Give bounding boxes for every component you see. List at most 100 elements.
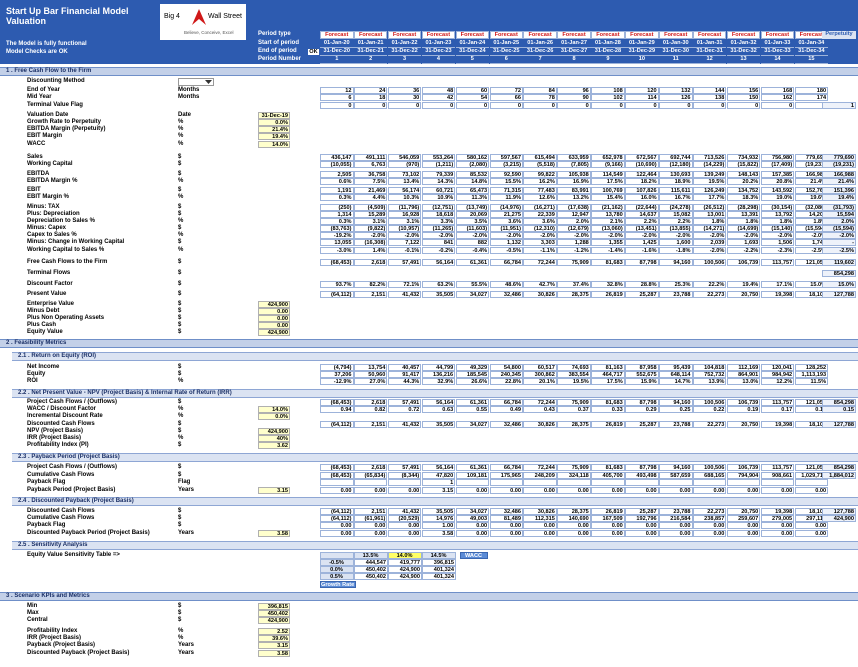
value-cell: (20,529) bbox=[387, 515, 422, 522]
value-cell: 65,473 bbox=[455, 187, 490, 194]
value-cell: 49,003 bbox=[455, 515, 490, 522]
period-cell: 01-Jan-25 bbox=[489, 40, 523, 48]
row-label: Discounted Payback Period (Project Basis… bbox=[27, 530, 150, 536]
value-cell: 72,244 bbox=[523, 259, 557, 266]
value-cell: 652,978 bbox=[591, 154, 625, 161]
section-title: 2.5 . Sensitivity Analysis bbox=[18, 542, 88, 548]
value-cell: 0.22 bbox=[692, 406, 727, 413]
row-unit: $ bbox=[178, 239, 182, 245]
value-cell: 61,361 bbox=[455, 259, 490, 266]
value-cell: 300,862 bbox=[523, 371, 557, 378]
row-unit: Date bbox=[178, 112, 192, 118]
value-cell: 37.4% bbox=[557, 281, 591, 288]
value-cell: 60,721 bbox=[421, 187, 456, 194]
value-cell bbox=[591, 479, 625, 486]
value-cell: 77,483 bbox=[523, 187, 557, 194]
value-cell bbox=[489, 479, 523, 486]
value-cell: 0.00 bbox=[591, 530, 625, 537]
value-cell: 615,494 bbox=[523, 154, 557, 161]
value-cell: 108 bbox=[591, 87, 625, 94]
value-cell: 0.00 bbox=[692, 530, 727, 537]
row-label: Working Capital to Sales % bbox=[27, 247, 105, 253]
row-unit: $ bbox=[178, 522, 182, 528]
value-cell: 60,517 bbox=[523, 364, 557, 371]
period-cell: 31-Dec-22 bbox=[387, 48, 422, 56]
value-cell: 34,027 bbox=[455, 508, 490, 515]
value-cell: 23,788 bbox=[659, 508, 693, 515]
value-cell: 20,750 bbox=[726, 421, 761, 428]
period-cell: 7 bbox=[523, 56, 557, 64]
value-cell: 10.3% bbox=[387, 194, 422, 201]
value-cell: 114,549 bbox=[591, 171, 625, 178]
period-cell: 31-Dec-27 bbox=[557, 48, 591, 56]
period-cell: 5 bbox=[455, 56, 490, 64]
value-cell: 13.2% bbox=[557, 194, 591, 201]
row-unit: % bbox=[178, 435, 184, 441]
value-cell: 23,788 bbox=[659, 421, 693, 428]
row-label: Cumulative Cash Flows bbox=[27, 472, 95, 478]
input-cell: 3.15 bbox=[258, 487, 290, 494]
input-cell: 0.0% bbox=[258, 413, 290, 420]
section-bar bbox=[0, 67, 858, 76]
value-cell: 120,041 bbox=[760, 364, 795, 371]
input-cell: 424,900 bbox=[258, 301, 290, 308]
value-cell: 0.00 bbox=[726, 530, 761, 537]
value-cell: 54,800 bbox=[489, 364, 523, 371]
period-cell: Forecast bbox=[489, 31, 523, 39]
row-label: Cumulative Cash Flows bbox=[27, 515, 95, 521]
perpetuity-cell: - bbox=[822, 239, 856, 246]
value-cell: 106,739 bbox=[726, 259, 761, 266]
period-cell: Perpetuity bbox=[822, 31, 856, 39]
perpetuity-cell: 854,298 bbox=[822, 464, 856, 471]
value-cell: 30,826 bbox=[523, 291, 557, 298]
value-cell: 25,287 bbox=[625, 508, 659, 515]
value-cell: 92,590 bbox=[489, 171, 523, 178]
value-cell: 908,661 bbox=[760, 472, 795, 479]
value-cell: 42.7% bbox=[523, 281, 557, 288]
value-cell: (13,451) bbox=[625, 225, 659, 232]
row-unit: % bbox=[178, 378, 184, 384]
value-cell: 13,780 bbox=[591, 211, 625, 218]
value-cell: (83,763) bbox=[320, 225, 354, 232]
input-cell: 14.0% bbox=[258, 406, 290, 413]
row-label: Working Capital bbox=[27, 161, 73, 167]
period-cell: 01-Jan-20 bbox=[320, 40, 354, 48]
dropdown[interactable] bbox=[178, 78, 214, 86]
value-cell: 126,249 bbox=[692, 187, 727, 194]
value-cell: 882 bbox=[455, 239, 490, 246]
value-cell: 32,486 bbox=[489, 508, 523, 515]
value-cell: 56,174 bbox=[387, 187, 422, 194]
value-cell: 0.00 bbox=[353, 530, 388, 537]
value-cell: 0.00 bbox=[455, 522, 490, 529]
row-unit: % bbox=[178, 133, 184, 139]
value-cell: (17,638) bbox=[557, 204, 591, 211]
value-cell: 13.4% bbox=[387, 178, 422, 185]
value-cell: 15,082 bbox=[659, 211, 693, 218]
value-cell: 19.5% bbox=[692, 178, 727, 185]
value-cell: 48 bbox=[421, 87, 456, 94]
value-cell: 0.00 bbox=[557, 487, 591, 494]
value-cell: 84 bbox=[523, 87, 557, 94]
value-cell: 57,491 bbox=[387, 399, 422, 406]
value-cell: 73,102 bbox=[387, 171, 422, 178]
value-cell: 597,567 bbox=[489, 154, 523, 161]
row-unit: $ bbox=[178, 617, 182, 623]
value-cell: 19.0% bbox=[760, 194, 795, 201]
value-cell: 138 bbox=[692, 94, 727, 101]
value-cell: 3.1% bbox=[353, 218, 388, 225]
period-cell: 31-Dec-25 bbox=[489, 48, 523, 56]
row-unit: % bbox=[178, 194, 184, 200]
period-cell: 1 bbox=[320, 56, 354, 64]
value-cell: -2.0% bbox=[455, 232, 490, 239]
value-cell: 12.2% bbox=[760, 378, 795, 385]
value-cell: -0.5% bbox=[489, 247, 523, 254]
value-cell: 22.8% bbox=[489, 378, 523, 385]
value-cell: 49,329 bbox=[455, 364, 490, 371]
value-cell: 21,275 bbox=[489, 211, 523, 218]
value-cell: 672,567 bbox=[625, 154, 659, 161]
value-cell: 734,932 bbox=[726, 154, 761, 161]
period-cell: 14 bbox=[760, 56, 795, 64]
row-label: Terminal Value Flag bbox=[27, 102, 83, 108]
value-cell: 240,345 bbox=[489, 371, 523, 378]
